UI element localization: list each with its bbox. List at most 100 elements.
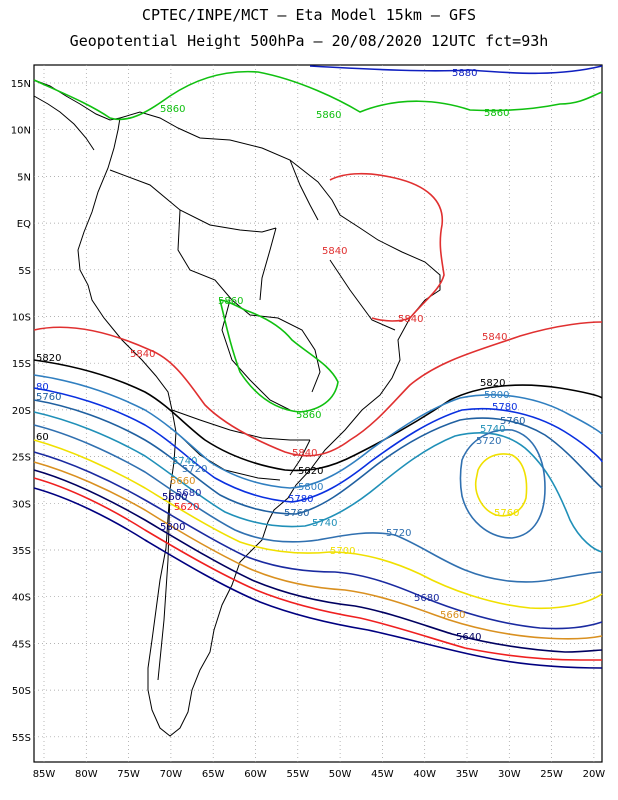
contour-label: 5820: [298, 466, 323, 477]
lon-tick-label: 30W: [498, 769, 521, 780]
lon-tick-label: 70W: [160, 769, 183, 780]
contour-label: 5700: [330, 546, 355, 557]
contour-label: 5720: [476, 436, 501, 447]
contour-5700-inner: [474, 453, 528, 517]
border-f: [259, 227, 277, 301]
lon-tick-label: 75W: [117, 769, 140, 780]
contour-label: 5720: [182, 464, 207, 475]
contour-label: 5800: [298, 482, 323, 493]
lon-tick-label: 80W: [75, 769, 98, 780]
contour-5840-main: [33, 321, 603, 457]
contour-label: 5860: [296, 410, 321, 421]
contour-label: 5840: [322, 246, 347, 257]
contour-label: 5640: [456, 632, 481, 643]
lat-tick-label: 5S: [18, 266, 31, 277]
lon-tick-label: 50W: [329, 769, 352, 780]
lon-tick-label: 35W: [456, 769, 479, 780]
contour-5760: [33, 399, 603, 515]
axis-ticks: 15N 10N 5N EQ 5S 10S 15S 20S 25S 30S 35S 40S 45S 50S 5…: [11, 79, 606, 780]
contour-label: 5760: [494, 508, 519, 519]
lat-tick-label: 55S: [12, 733, 31, 744]
contour-label: 5620: [174, 502, 199, 513]
border-b: [177, 209, 321, 393]
lon-tick-label: 45W: [371, 769, 394, 780]
contour-label: 5800: [160, 522, 185, 533]
border-d: [171, 409, 310, 441]
contour-label: 5740: [480, 424, 505, 435]
contour-label: 5740: [172, 456, 197, 467]
lat-tick-label: 35S: [12, 546, 31, 557]
contour-label: 5760: [284, 508, 309, 519]
lat-tick-label: 10N: [11, 126, 31, 137]
border-i: [329, 259, 396, 331]
lon-tick-label: 20W: [583, 769, 606, 780]
contour-5780: [33, 387, 603, 503]
contour-label: 5680: [176, 488, 201, 499]
contour-label: 5860: [218, 296, 243, 307]
contour-5720-outer: [33, 424, 603, 583]
map-subtitle: Geopotential Height 500hPa – 20/08/2020 …: [69, 32, 549, 50]
contour-5740: [33, 411, 603, 553]
contour-5820: [33, 359, 603, 472]
map-title: CPTEC/INPE/MCT – Eta Model 15km – GFS: [141, 6, 477, 24]
lon-tick-label: 40W: [413, 769, 436, 780]
lat-tick-label: 15N: [11, 79, 31, 90]
contour-label: 5820: [36, 353, 61, 364]
contour-label: 5860: [484, 108, 509, 119]
lat-tick-label: 20S: [12, 406, 31, 417]
contour-5600: [33, 487, 603, 669]
contour-5640: [33, 469, 603, 653]
contour-5860-north: [33, 70, 603, 121]
contour-5720-inner: [459, 429, 546, 539]
contour-label: 5780: [288, 494, 313, 505]
lon-tick-label: 65W: [202, 769, 225, 780]
contour-5660: [33, 461, 603, 640]
lat-tick-label: 50S: [12, 686, 31, 697]
contour-5880-top: [309, 65, 603, 75]
contour-label: 80: [36, 382, 49, 393]
contour-5620: [33, 477, 602, 661]
border-e: [289, 159, 319, 221]
contour-label: 5840: [482, 332, 507, 343]
contour-label: 5800: [484, 390, 509, 401]
contour-label: 5840: [398, 314, 423, 325]
contour-label: 5720: [386, 528, 411, 539]
contour-label: 5660: [440, 610, 465, 621]
contour-label: 5780: [492, 402, 517, 413]
contour-5700-outer: [33, 439, 603, 610]
border-a: [109, 169, 277, 233]
contour-label: 5840: [130, 349, 155, 360]
coastline: [33, 79, 441, 737]
contour-label: 5760: [500, 416, 525, 427]
lat-tick-label: 30S: [12, 499, 31, 510]
lat-tick-label: 10S: [12, 313, 31, 324]
contour-5860-inner: [218, 299, 339, 413]
contour-5840-loop: [329, 172, 445, 322]
contour-label: 5820: [480, 378, 505, 389]
lat-tick-label: 5N: [17, 172, 31, 183]
lat-tick-label: 25S: [12, 453, 31, 464]
contour-5800: [33, 374, 603, 489]
lon-tick-label: 55W: [286, 769, 309, 780]
contour-label: 5600: [162, 492, 187, 503]
contour-label: 5860: [160, 104, 185, 115]
contour-label: 5880: [452, 68, 477, 79]
lat-tick-label: EQ: [17, 219, 31, 230]
lon-tick-label: 25W: [540, 769, 563, 780]
map-frame: [33, 64, 603, 763]
contour-label: 5760: [36, 392, 61, 403]
contour-label: 5660: [170, 476, 195, 487]
contour-label: 60: [36, 432, 49, 443]
lat-tick-label: 15S: [12, 359, 31, 370]
contour-label: 5860: [316, 110, 341, 121]
contour-label: 5840: [292, 448, 317, 459]
contour-label: 5680: [414, 593, 439, 604]
contour-5680: [33, 451, 603, 630]
lat-tick-label: 40S: [12, 593, 31, 604]
lat-tick-label: 45S: [12, 639, 31, 650]
lon-tick-label: 85W: [33, 769, 56, 780]
south-america-coast: [77, 111, 441, 737]
contour-label: 5740: [312, 518, 337, 529]
border-c: [221, 299, 291, 411]
